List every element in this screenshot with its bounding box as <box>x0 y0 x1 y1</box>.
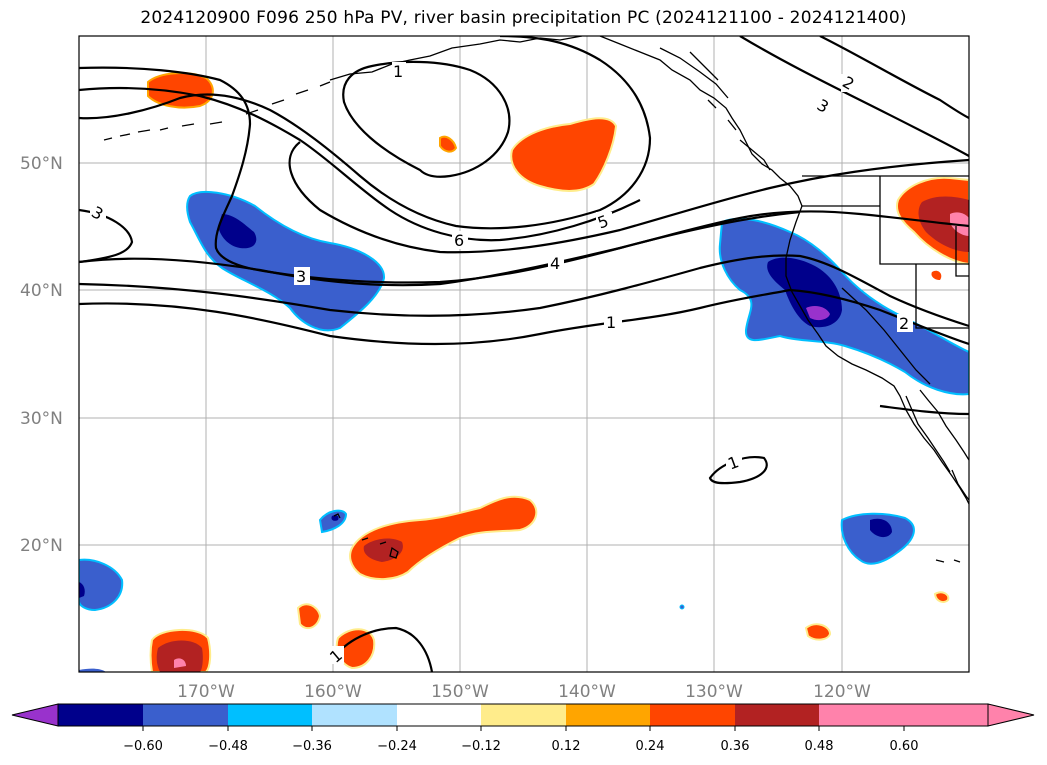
map-frame <box>78 35 970 673</box>
coastlines <box>103 36 969 563</box>
pv-contours <box>79 36 969 672</box>
lat-label: 40°N <box>20 281 63 301</box>
contour-label: 6 <box>454 231 464 250</box>
longitude-labels: 170°W 160°W 150°W 140°W 130°W 120°W <box>177 682 871 702</box>
lat-label: 50°N <box>20 154 63 174</box>
colorbar-tick: −0.12 <box>461 739 501 754</box>
colorbar-tick: 0.24 <box>636 739 665 754</box>
positive-anomaly-regions <box>147 72 969 672</box>
colorbar-arrow-high <box>987 703 1035 727</box>
colorbar-tick: 0.36 <box>721 739 750 754</box>
colorbar-segment <box>143 704 228 726</box>
contour-label: 1 <box>393 62 403 81</box>
colorbar-segment <box>735 704 819 726</box>
colorbar-tick: −0.36 <box>292 739 332 754</box>
colorbar-segment <box>58 704 143 726</box>
graticule <box>79 36 969 672</box>
lon-label: 150°W <box>431 682 489 702</box>
lon-label: 130°W <box>685 682 743 702</box>
contour-label: 1 <box>606 313 616 332</box>
colorbar-segment <box>650 704 735 726</box>
lon-label: 120°W <box>813 682 871 702</box>
lon-label: 170°W <box>177 682 235 702</box>
colorbar-segment <box>904 704 988 726</box>
colorbar-tick: 0.60 <box>890 739 919 754</box>
contour-label: 4 <box>550 254 560 273</box>
colorbar: −0.60 −0.48 −0.36 −0.24 −0.12 0.12 0.24 … <box>11 703 1035 754</box>
colorbar-segment <box>228 704 312 726</box>
colorbar-segment <box>397 704 481 726</box>
colorbar-tick: −0.24 <box>377 739 417 754</box>
colorbar-segment <box>481 704 566 726</box>
colorbar-segment <box>819 704 904 726</box>
contour-labels: 1 1 2 2 3 3 3 4 5 6 1 1 <box>88 62 913 667</box>
map-plot-area: 1 1 2 2 3 3 3 4 5 6 1 1 <box>79 36 969 672</box>
map-title: 2024120900 F096 250 hPa PV, river basin … <box>140 8 907 28</box>
lat-label: 20°N <box>20 536 63 556</box>
colorbar-arrow-low <box>11 703 59 727</box>
colorbar-segment <box>312 704 397 726</box>
lon-label: 160°W <box>304 682 362 702</box>
colorbar-tick: −0.60 <box>123 739 163 754</box>
colorbar-segment <box>566 704 650 726</box>
colorbar-tick: 0.48 <box>805 739 834 754</box>
latitude-labels: 50°N 40°N 30°N 20°N <box>20 154 63 556</box>
lon-label: 140°W <box>558 682 616 702</box>
contour-label: 3 <box>296 267 306 286</box>
contour-label: 2 <box>899 314 909 333</box>
colorbar-tick: 0.12 <box>552 739 581 754</box>
lat-label: 30°N <box>20 409 63 429</box>
colorbar-tick: −0.48 <box>208 739 248 754</box>
